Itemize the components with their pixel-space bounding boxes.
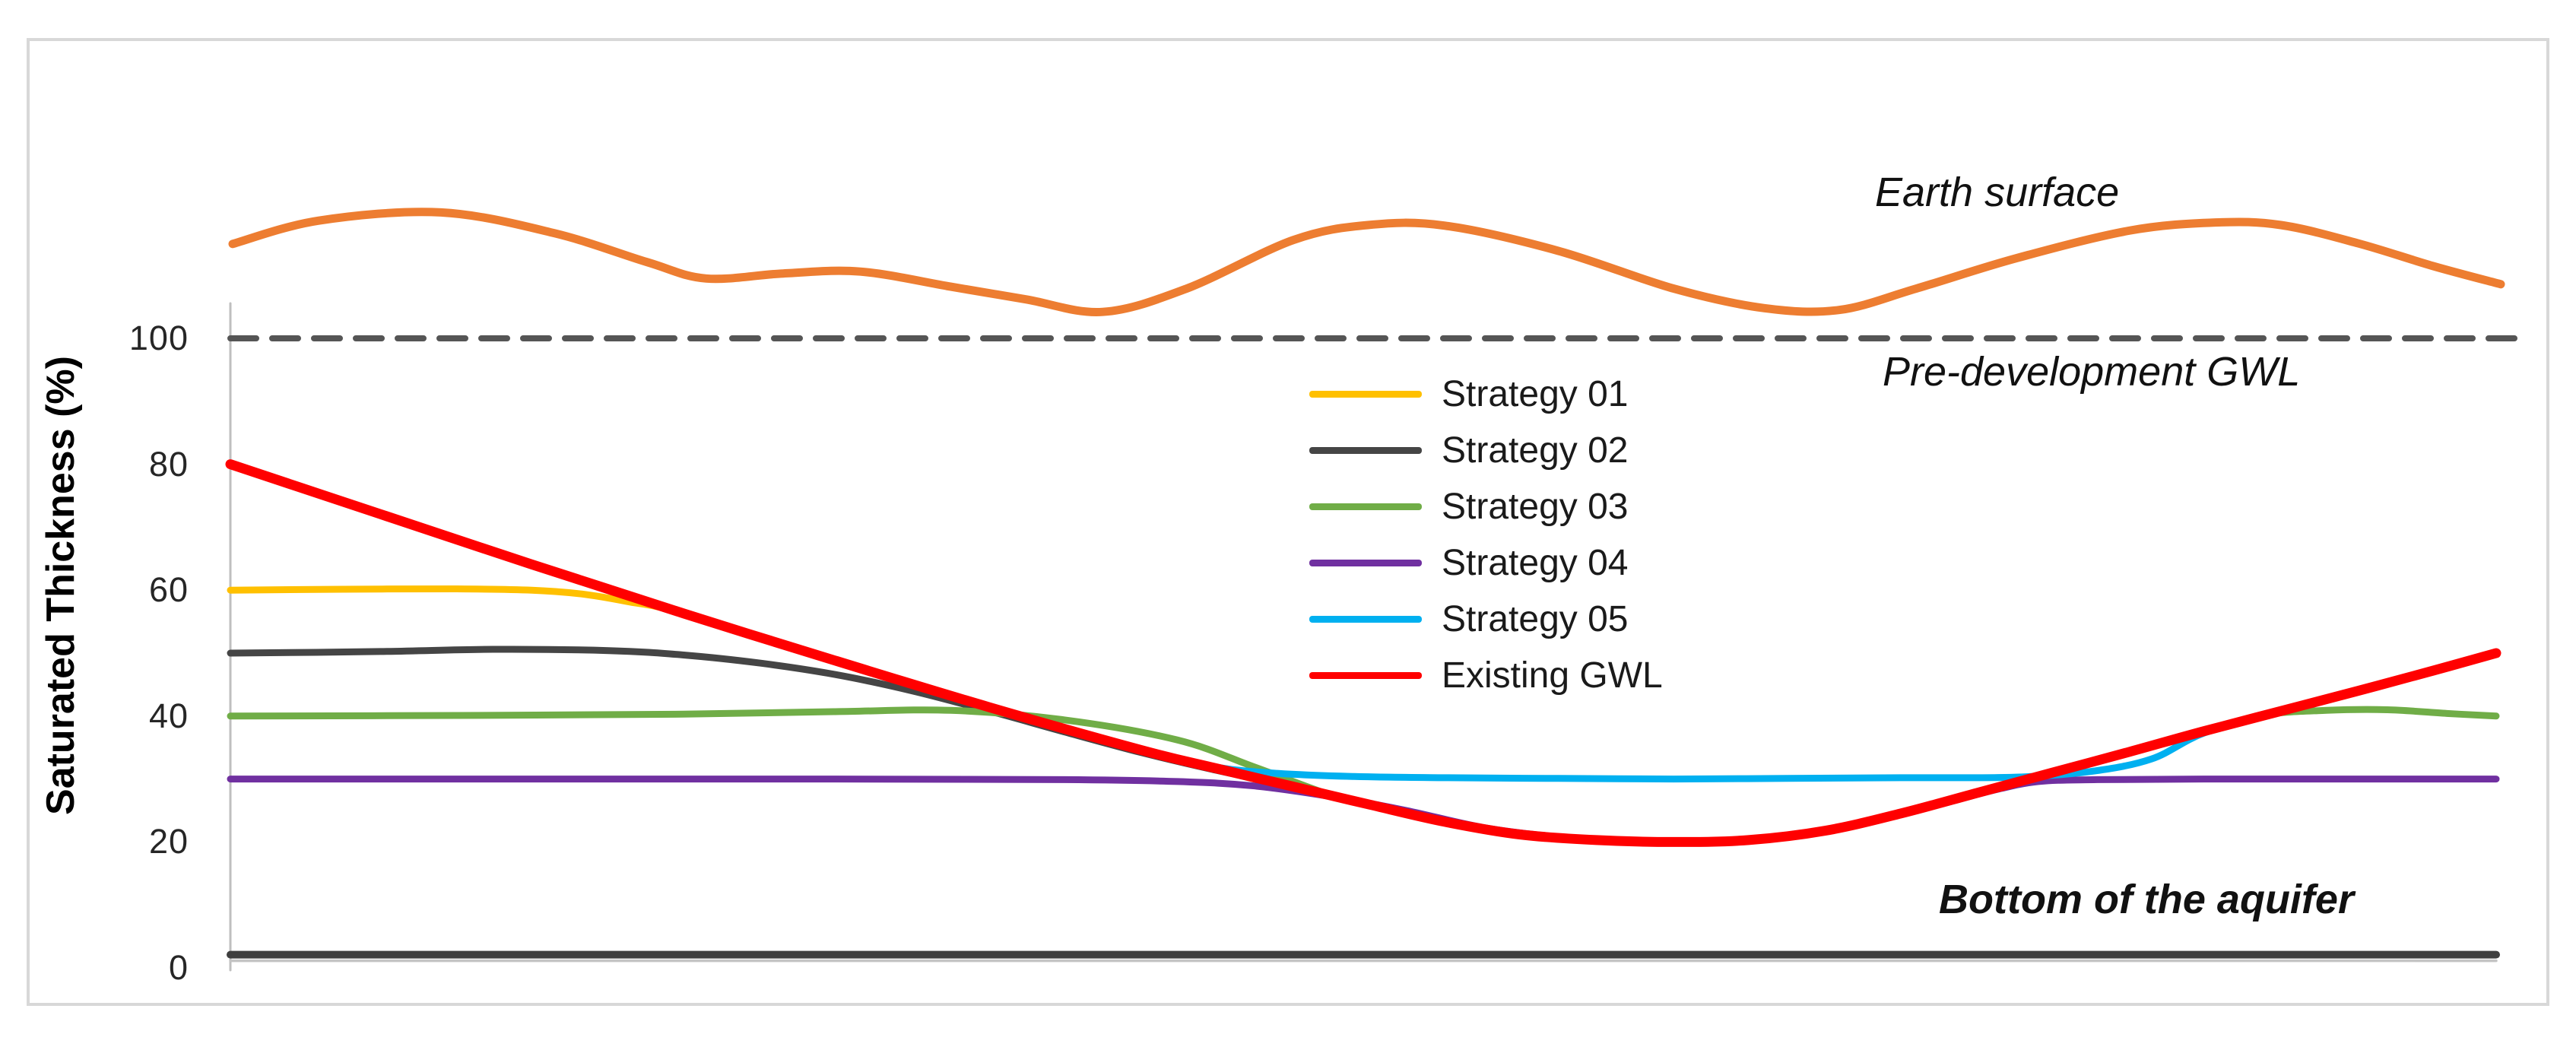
series-existing_gwl bbox=[225, 459, 2501, 847]
legend-label: Strategy 03 bbox=[1442, 486, 1629, 527]
legend-line-swatch bbox=[1309, 446, 1422, 454]
legend-label: Strategy 01 bbox=[1442, 373, 1629, 414]
annotation-bottom-of-aquifer: Bottom of the aquifer bbox=[1939, 877, 2354, 922]
legend-item: Strategy 03 bbox=[1309, 478, 1663, 535]
legend-item: Strategy 04 bbox=[1309, 535, 1663, 591]
legend-line-swatch bbox=[1309, 503, 1422, 510]
legend-label: Existing GWL bbox=[1442, 655, 1663, 696]
legend-item: Strategy 01 bbox=[1309, 366, 1663, 422]
annotation-earth-surface: Earth surface bbox=[1875, 170, 2120, 215]
legend-label: Strategy 04 bbox=[1442, 542, 1629, 583]
chart-frame bbox=[27, 38, 2549, 1006]
legend-item: Strategy 02 bbox=[1309, 422, 1663, 478]
legend-item: Strategy 05 bbox=[1309, 591, 1663, 647]
chart-legend: Strategy 01 Strategy 02 Strategy 03 Strateg… bbox=[1309, 366, 1663, 703]
y-tick-label: 80 bbox=[148, 444, 189, 484]
y-axis-title: Saturated Thickness (%) bbox=[39, 356, 83, 815]
legend-line-swatch bbox=[1309, 671, 1422, 679]
y-tick-label: 0 bbox=[168, 948, 189, 987]
legend-label: Strategy 02 bbox=[1442, 430, 1629, 471]
y-tick-label: 100 bbox=[128, 319, 189, 357]
y-tick-label: 60 bbox=[148, 570, 189, 610]
y-tick-label: 40 bbox=[148, 696, 189, 735]
series-earth_surface bbox=[228, 208, 2505, 316]
legend-line-swatch bbox=[1309, 390, 1422, 398]
annotation-pre-development-gwl: Pre-development GWL bbox=[1883, 349, 2301, 395]
legend-label: Strategy 05 bbox=[1442, 598, 1629, 639]
y-tick-label: 20 bbox=[148, 822, 189, 861]
legend-line-swatch bbox=[1309, 615, 1422, 623]
series-strategy_04 bbox=[227, 776, 2500, 846]
legend-item: Existing GWL bbox=[1309, 647, 1663, 703]
legend-line-swatch bbox=[1309, 559, 1422, 566]
